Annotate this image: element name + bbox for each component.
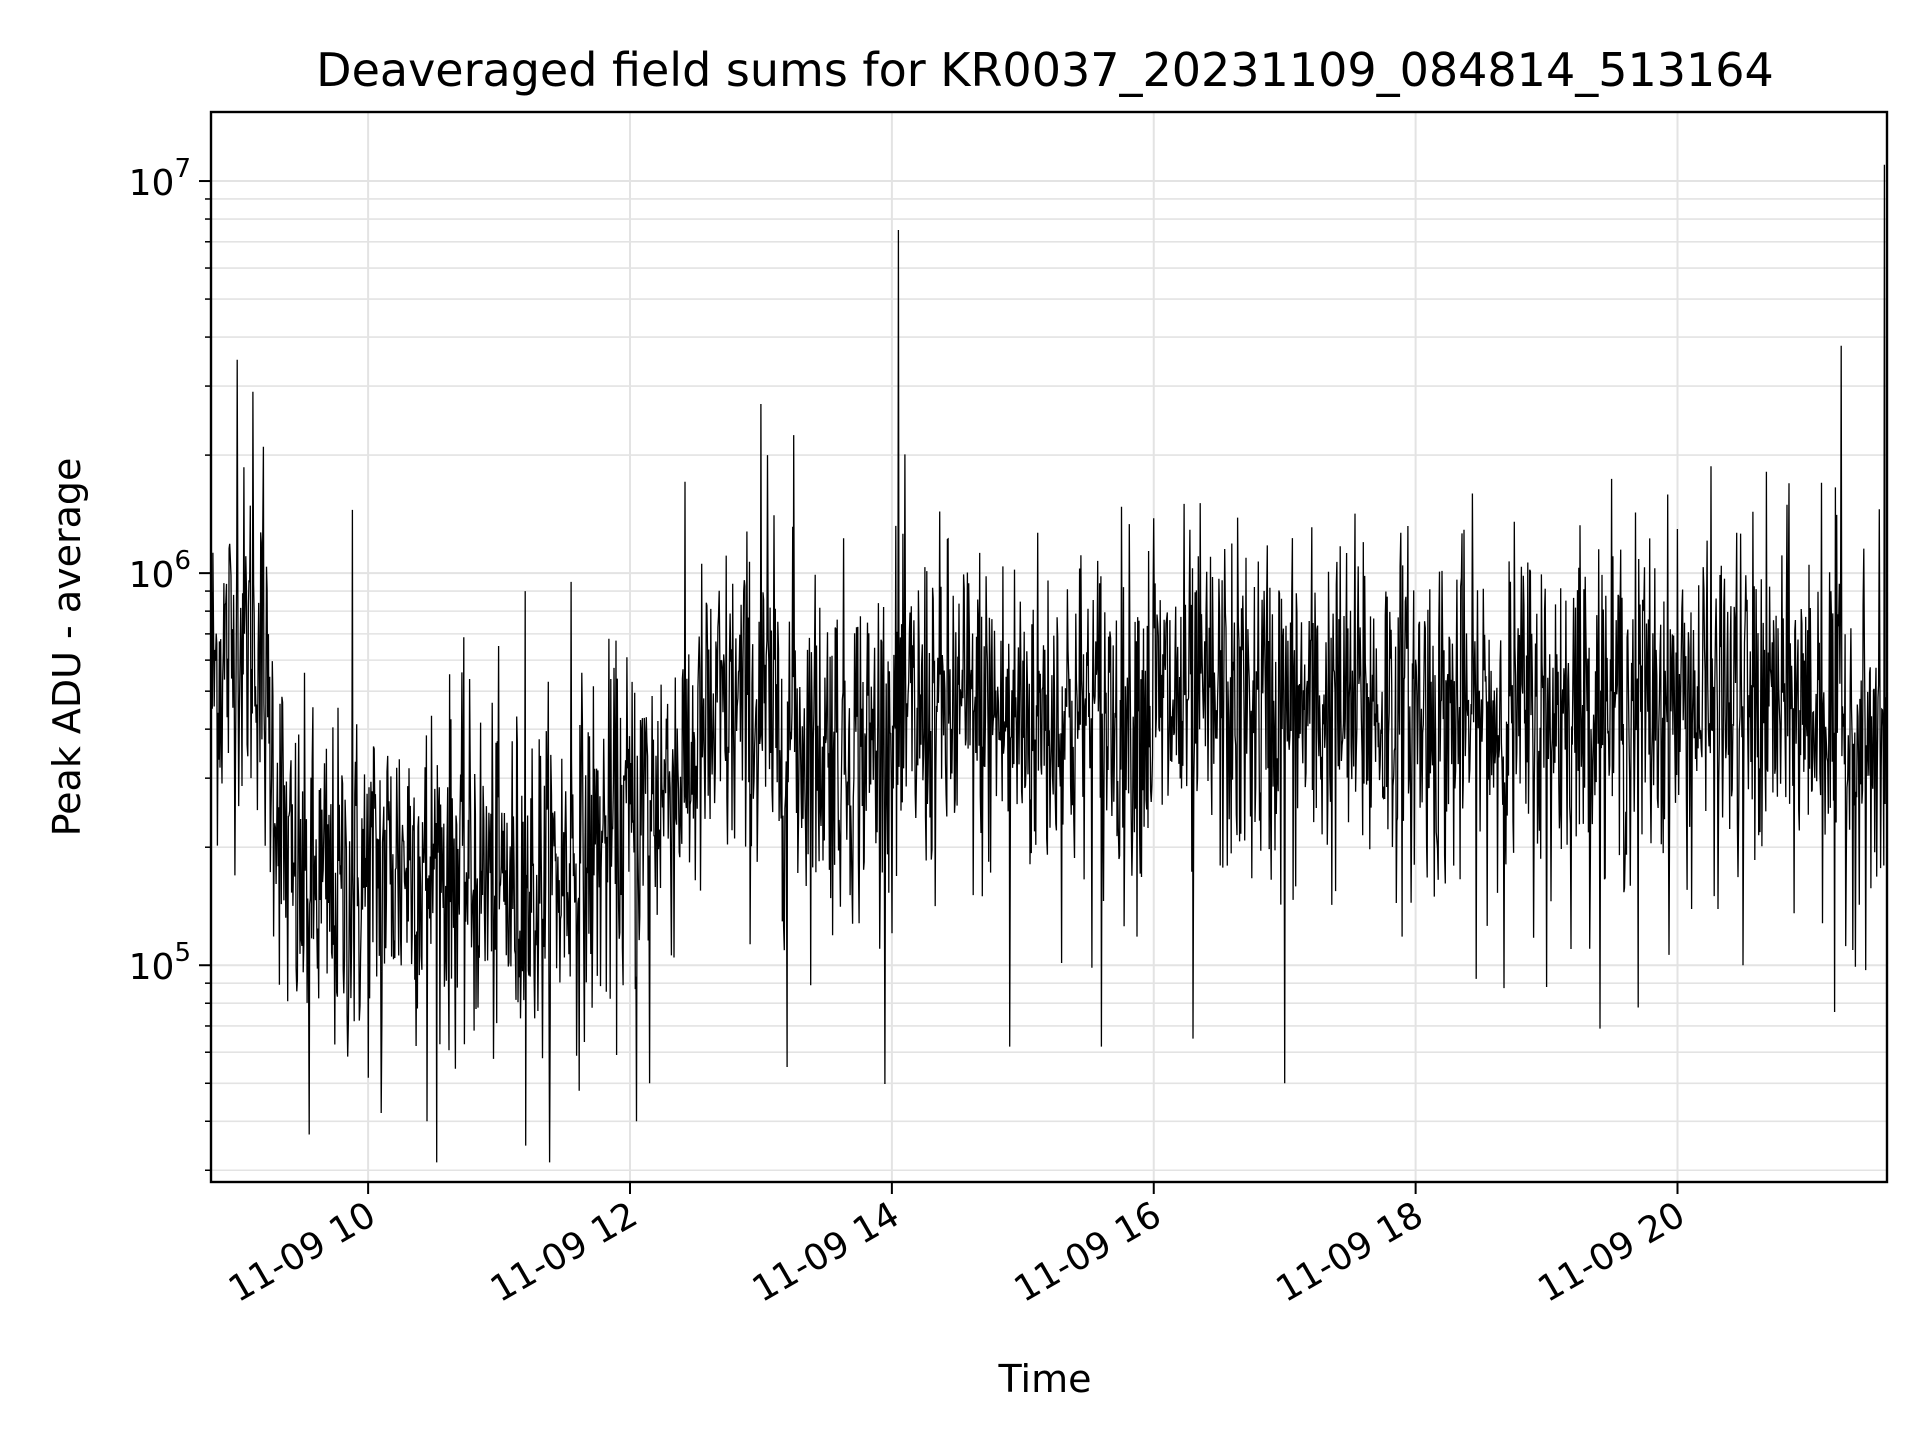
x-tick-label: 11-09 16 bbox=[1008, 1194, 1169, 1310]
x-axis-ticks: 11-09 10 11-09 12 11-09 14 11-09 16 11-09 18… bbox=[222, 1182, 1692, 1311]
x-tick-label: 11-09 20 bbox=[1531, 1194, 1692, 1310]
chart-title: Deaveraged field sums for KR0037_2023110… bbox=[316, 43, 1774, 97]
y-tick-label: 106 bbox=[129, 546, 191, 596]
y-axis-ticks: 105 106 107 bbox=[129, 154, 211, 1172]
series-path bbox=[210, 164, 1888, 1163]
x-tick-label: 11-09 10 bbox=[222, 1194, 383, 1310]
x-axis-label: Time bbox=[998, 1357, 1092, 1401]
x-tick-label: 11-09 12 bbox=[484, 1194, 645, 1310]
grid-lines bbox=[211, 112, 1887, 1182]
x-tick-label: 11-09 18 bbox=[1269, 1194, 1430, 1310]
plot-frame bbox=[209, 110, 1889, 1184]
y-tick-label: 107 bbox=[129, 154, 191, 204]
y-tick-label: 105 bbox=[129, 938, 191, 988]
series-line bbox=[210, 164, 1888, 1163]
y-axis-label: Peak ADU - average bbox=[45, 458, 89, 837]
x-tick-label: 11-09 14 bbox=[746, 1194, 907, 1310]
